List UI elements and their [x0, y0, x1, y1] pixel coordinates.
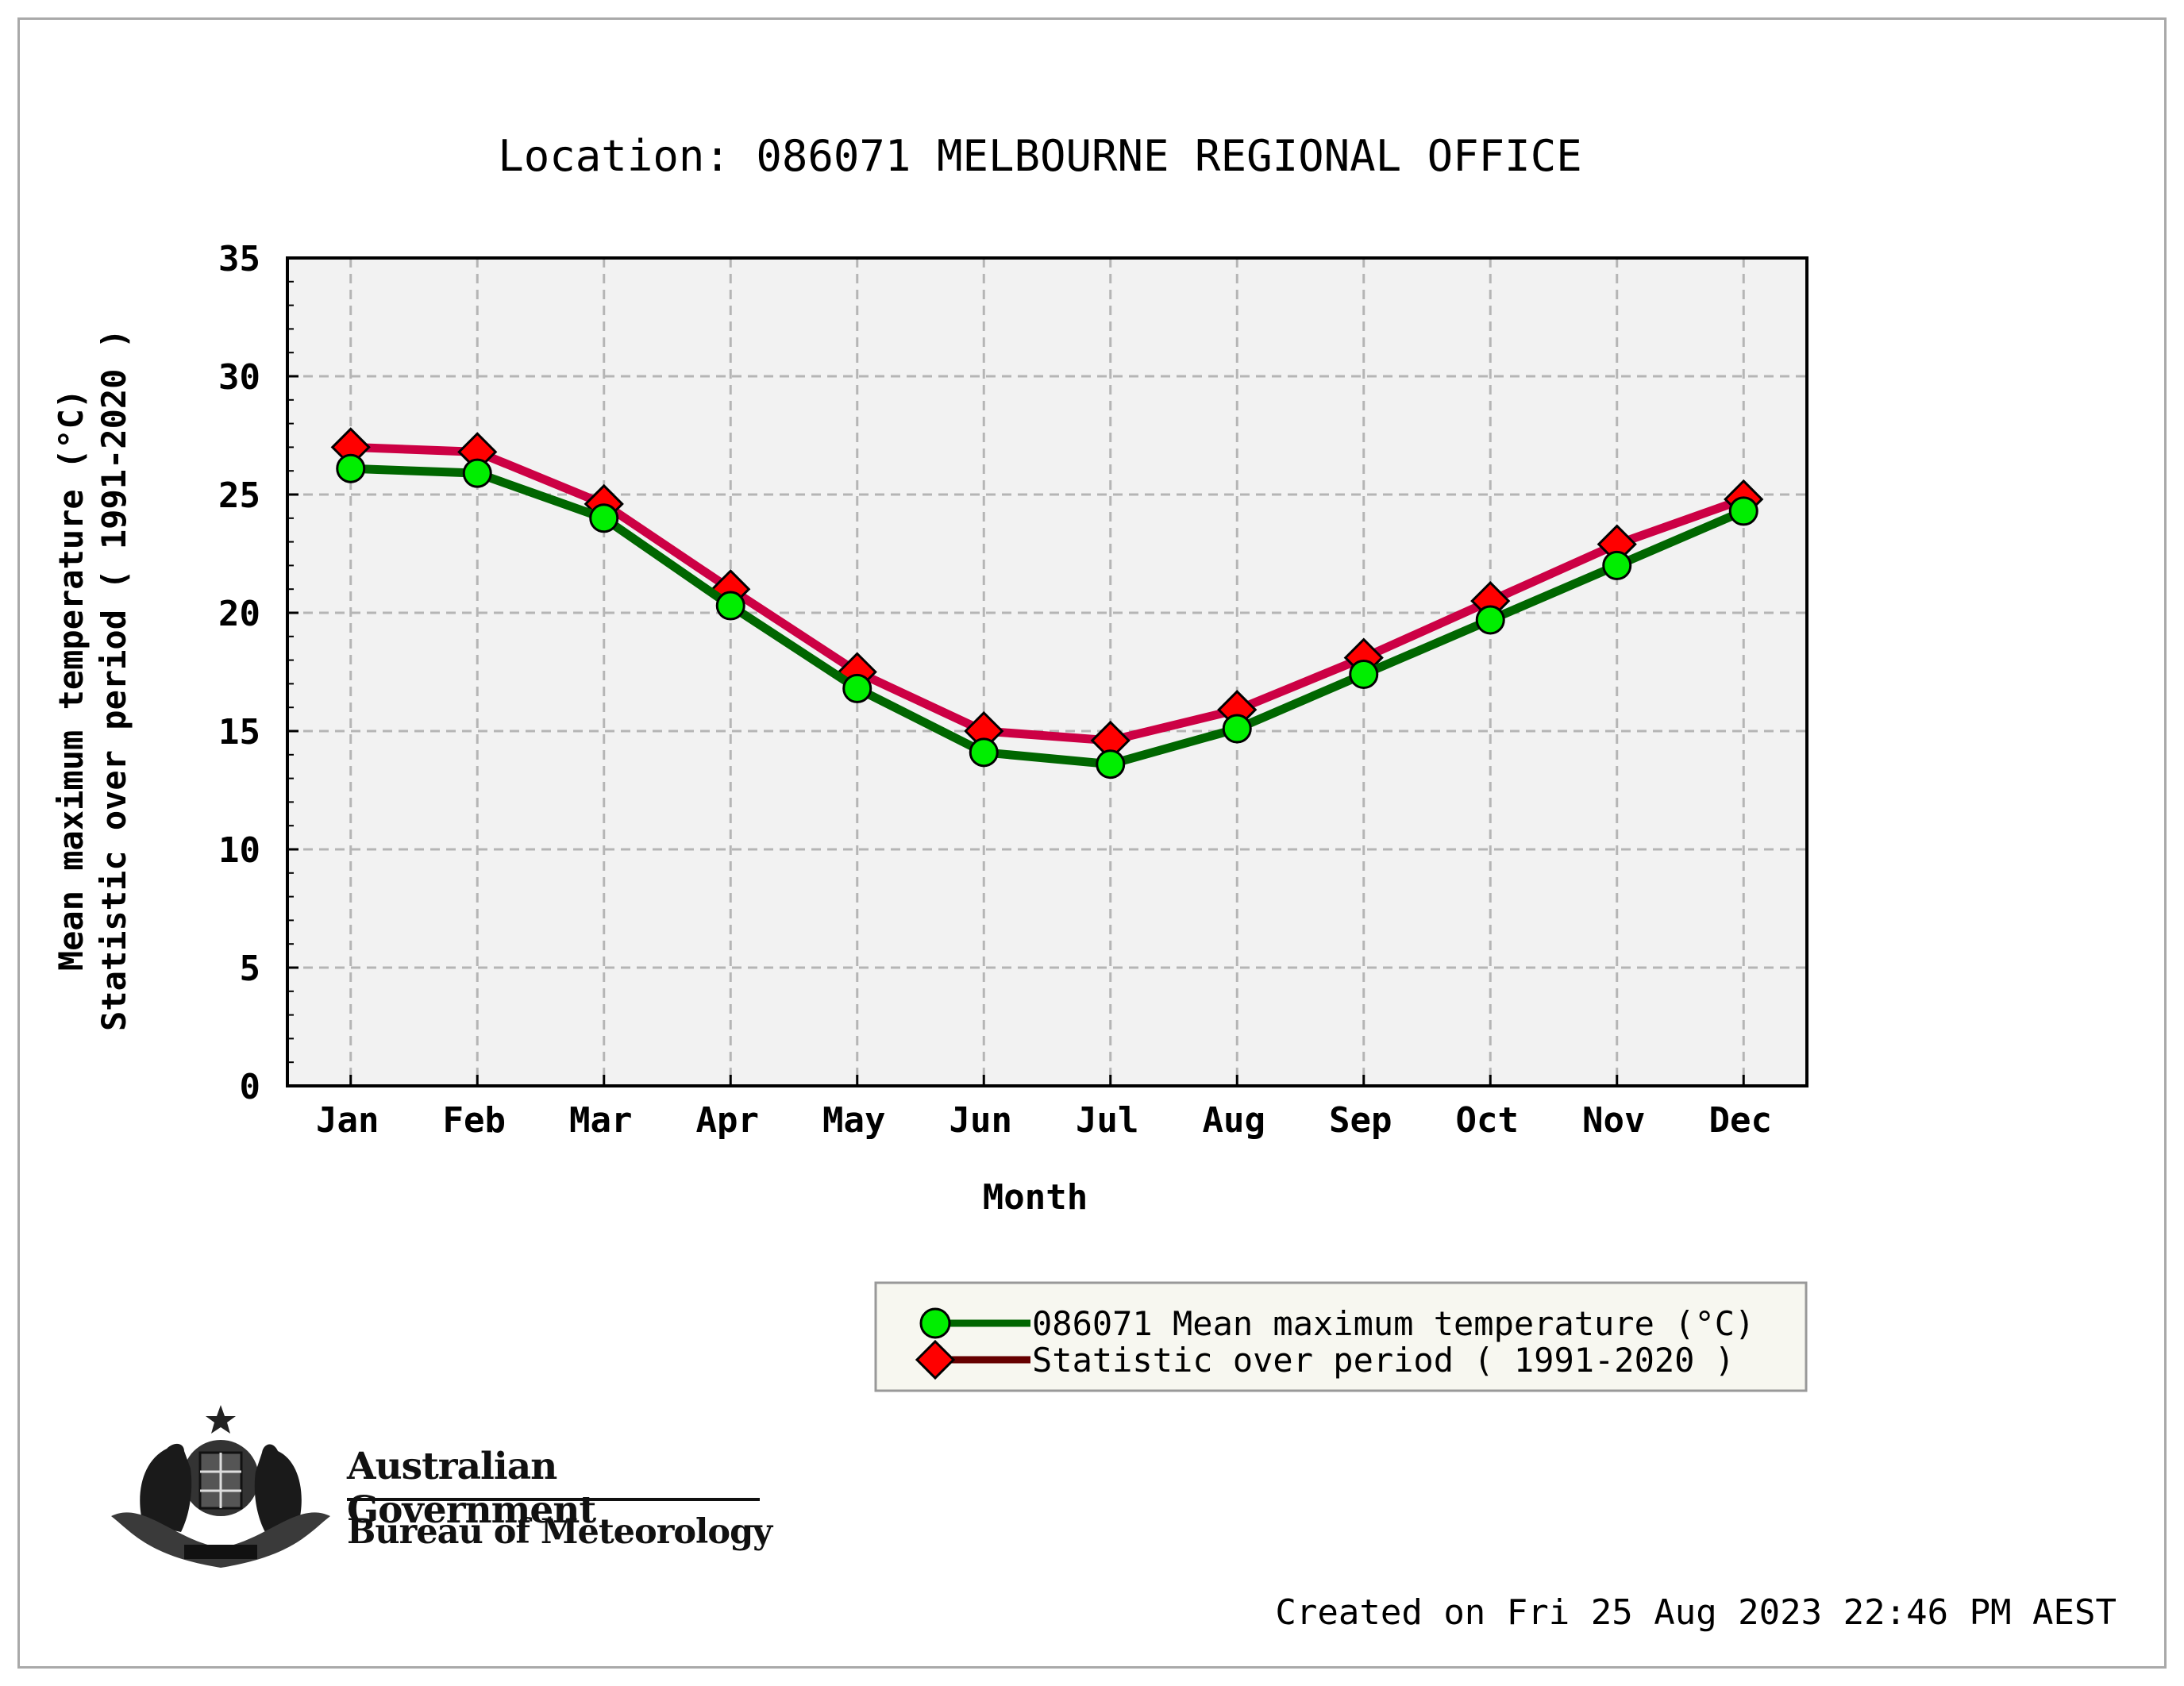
x-tick-label: May [822, 1100, 885, 1141]
y-tick-label: 30 [218, 357, 260, 398]
x-axis-label: Month [983, 1177, 1088, 1218]
brand-bureau-of-meteorology: Bureau of Meteorology [347, 1512, 772, 1552]
coat-of-arms-logo [111, 1405, 330, 1568]
y-tick-label: 0 [240, 1067, 261, 1107]
y-tick-label: 35 [218, 239, 260, 279]
legend-marker-diamond [915, 1339, 956, 1380]
x-axis: Jan Feb Mar Apr May Jun Jul Aug Sep Oct Nov Dec [316, 1075, 1772, 1141]
series-line [350, 464, 1746, 769]
x-tick-label: Dec [1709, 1100, 1772, 1141]
created-timestamp: Created on Fri 25 Aug 2023 22:46 PM AEST [1275, 1592, 2117, 1633]
data-point-circle [589, 503, 619, 533]
data-point-circle [1475, 605, 1505, 635]
data-point-circle [336, 453, 366, 483]
data-point-circle [1728, 496, 1758, 526]
x-tick-label: Jul [1076, 1100, 1138, 1141]
legend-label-mean-max: 086071 Mean maximum temperature (°C) [1032, 1304, 1755, 1343]
x-tick-label: Nov [1582, 1100, 1645, 1141]
legend-marker-circle [919, 1307, 951, 1339]
x-tick-label: Jan [316, 1100, 379, 1141]
legend-item-mean-max: 086071 Mean maximum temperature (°C) [919, 1304, 1755, 1343]
y-axis: 0 5 10 15 20 25 30 35 [218, 239, 299, 1107]
x-tick-label: Aug [1203, 1100, 1265, 1141]
x-tick-label: Jun [949, 1100, 1012, 1141]
x-tick-label: Mar [569, 1100, 632, 1141]
data-point-circle [1602, 550, 1632, 580]
series-line [350, 442, 1746, 745]
legend-label-statistic: Statistic over period ( 1991-2020 ) [1032, 1341, 1735, 1380]
data-point-circle [1222, 714, 1252, 744]
data-point-circle [969, 737, 999, 768]
data-point-circle [1096, 749, 1126, 779]
brand-divider [347, 1498, 760, 1501]
legend: 086071 Mean maximum temperature (°C) Sta… [874, 1281, 1808, 1392]
y-tick-label: 10 [218, 830, 260, 871]
data-point-circle [715, 591, 745, 621]
y-tick-label: 20 [218, 594, 260, 634]
series-circle [336, 453, 1758, 779]
data-point-circle [462, 458, 492, 488]
series-layer [330, 427, 1764, 779]
x-tick-label: Sep [1329, 1100, 1392, 1141]
plot-border [286, 256, 1808, 1087]
y-tick-label: 5 [240, 949, 261, 989]
y-axis-label-line2: Statistic over period ( 1991-2020 ) [94, 329, 133, 1031]
y-tick-label: 25 [218, 475, 260, 516]
chart-title: Location: 086071 MELBOURNE REGIONAL OFFI… [498, 131, 1581, 181]
data-point-circle [1349, 659, 1379, 689]
x-tick-label: Apr [696, 1100, 759, 1141]
x-tick-label: Feb [443, 1100, 506, 1141]
brand-australian-government: Australian Government [347, 1445, 596, 1532]
legend-box [874, 1281, 1808, 1392]
y-tick-label: 15 [218, 712, 260, 753]
legend-item-statistic: Statistic over period ( 1991-2020 ) [915, 1339, 1735, 1380]
x-tick-label: Oct [1456, 1100, 1519, 1141]
y-axis-label-line1: Mean maximum temperature (°C) [52, 389, 91, 971]
branding: Australian Government Bureau of Meteorol… [111, 1397, 778, 1572]
plot-area [287, 258, 1807, 1086]
data-point-circle [842, 673, 872, 703]
